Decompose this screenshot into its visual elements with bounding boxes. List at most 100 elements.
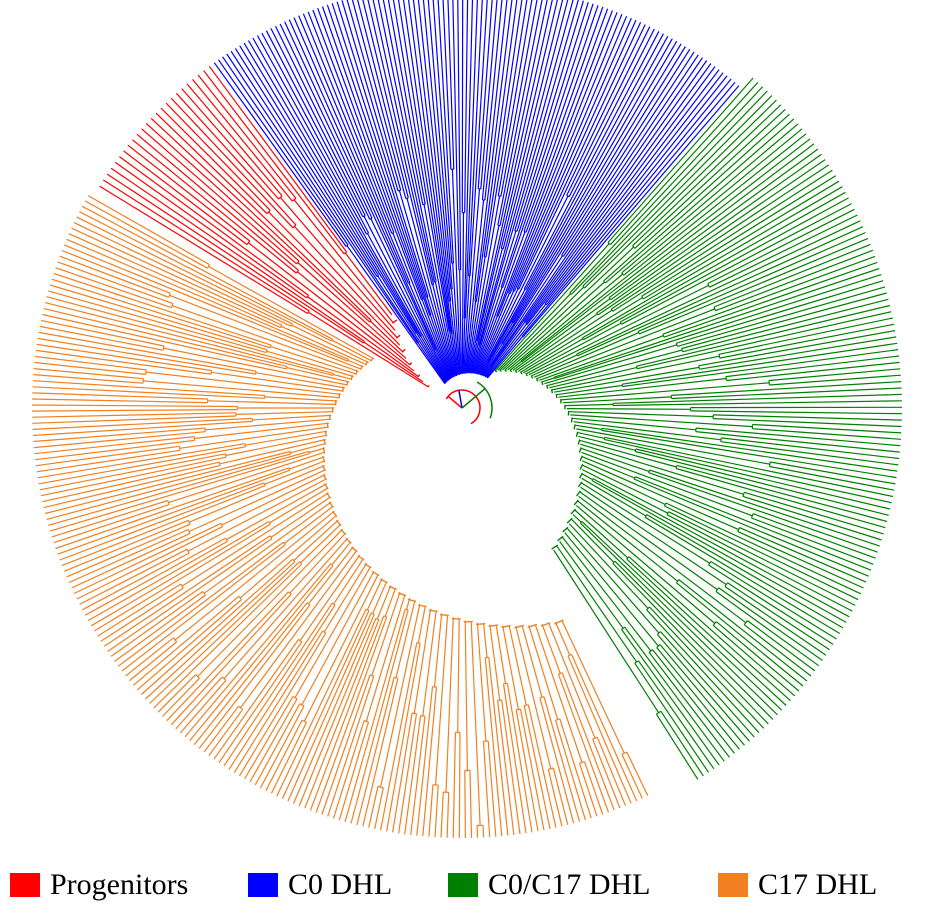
branch bbox=[110, 591, 204, 657]
branch bbox=[38, 331, 257, 372]
branch bbox=[709, 214, 858, 288]
branch bbox=[559, 541, 624, 629]
branch-arc bbox=[737, 527, 741, 532]
branch bbox=[247, 40, 422, 338]
branch-arc bbox=[322, 447, 326, 454]
branch bbox=[675, 467, 886, 529]
branch bbox=[710, 560, 837, 640]
branch bbox=[392, 712, 413, 833]
branch bbox=[293, 199, 394, 324]
branch bbox=[487, 336, 523, 378]
branch-arc bbox=[579, 463, 584, 470]
branch bbox=[497, 0, 533, 196]
branch bbox=[478, 0, 574, 346]
branch bbox=[43, 465, 221, 509]
branch bbox=[574, 424, 602, 430]
branch bbox=[402, 0, 452, 334]
branch-arc bbox=[172, 637, 178, 643]
branch-arc bbox=[481, 374, 484, 376]
branch bbox=[612, 169, 833, 312]
branch bbox=[497, 12, 618, 317]
branch bbox=[179, 679, 227, 734]
branch bbox=[496, 10, 613, 317]
branch bbox=[546, 349, 683, 387]
branch bbox=[621, 123, 799, 274]
branch-arc bbox=[346, 380, 349, 386]
branch-arc bbox=[168, 292, 171, 298]
branch bbox=[666, 514, 853, 612]
branch bbox=[656, 634, 750, 742]
branch bbox=[341, 0, 399, 192]
branch bbox=[226, 483, 327, 541]
branch bbox=[561, 51, 695, 256]
branch bbox=[677, 286, 886, 347]
branch-arc bbox=[523, 230, 527, 233]
branch bbox=[462, 318, 466, 374]
branch bbox=[551, 355, 720, 391]
branch bbox=[514, 0, 584, 231]
branch-arc bbox=[446, 380, 448, 383]
branch-arc bbox=[345, 244, 349, 247]
branch bbox=[233, 630, 324, 774]
branch bbox=[638, 660, 715, 770]
branch-arc bbox=[298, 639, 303, 643]
branch bbox=[366, 233, 448, 382]
branch bbox=[351, 0, 407, 199]
branch bbox=[153, 563, 303, 709]
branch bbox=[464, 0, 469, 213]
branch-arc bbox=[280, 324, 283, 328]
branch bbox=[539, 697, 575, 824]
branch bbox=[221, 474, 326, 526]
branch bbox=[649, 606, 765, 729]
branch bbox=[244, 696, 294, 780]
branch bbox=[44, 450, 291, 515]
branch-arc bbox=[371, 612, 375, 615]
branch bbox=[392, 232, 451, 379]
branch-arc bbox=[331, 510, 338, 518]
branch bbox=[346, 245, 446, 384]
branch-arc bbox=[715, 587, 720, 592]
branch bbox=[614, 560, 774, 720]
branch-arc bbox=[254, 371, 257, 375]
branch bbox=[43, 308, 288, 367]
branch-arc bbox=[626, 556, 630, 560]
branch bbox=[287, 612, 372, 802]
branch bbox=[406, 198, 455, 377]
branch bbox=[291, 324, 369, 364]
branch bbox=[494, 243, 610, 372]
branch bbox=[751, 517, 874, 565]
branch bbox=[578, 495, 747, 624]
branch bbox=[181, 492, 329, 587]
branch bbox=[708, 564, 834, 645]
branch bbox=[293, 225, 398, 339]
branch bbox=[440, 792, 444, 838]
branch bbox=[423, 204, 457, 376]
branch bbox=[73, 522, 222, 595]
branch bbox=[562, 396, 672, 404]
branch bbox=[32, 386, 265, 399]
branch bbox=[57, 469, 290, 555]
branch bbox=[648, 472, 878, 553]
branch bbox=[612, 393, 902, 404]
branch bbox=[223, 537, 349, 679]
branch bbox=[581, 456, 635, 479]
legend-label-c17-dhl: C17 DHL bbox=[758, 868, 878, 901]
branch bbox=[626, 558, 787, 706]
branch bbox=[501, 46, 686, 345]
branch bbox=[515, 313, 598, 372]
branch bbox=[184, 563, 332, 738]
branch bbox=[179, 426, 328, 449]
branch bbox=[553, 267, 880, 378]
branch-arc bbox=[635, 366, 638, 369]
branch bbox=[523, 6, 604, 232]
branch bbox=[718, 317, 893, 355]
branch bbox=[367, 0, 435, 285]
branch bbox=[197, 74, 297, 199]
branch bbox=[218, 641, 303, 764]
branch bbox=[502, 683, 527, 834]
branch-arc bbox=[573, 424, 576, 430]
branch bbox=[143, 380, 340, 399]
branch bbox=[659, 644, 745, 746]
branch bbox=[270, 345, 357, 375]
branch bbox=[145, 561, 296, 700]
